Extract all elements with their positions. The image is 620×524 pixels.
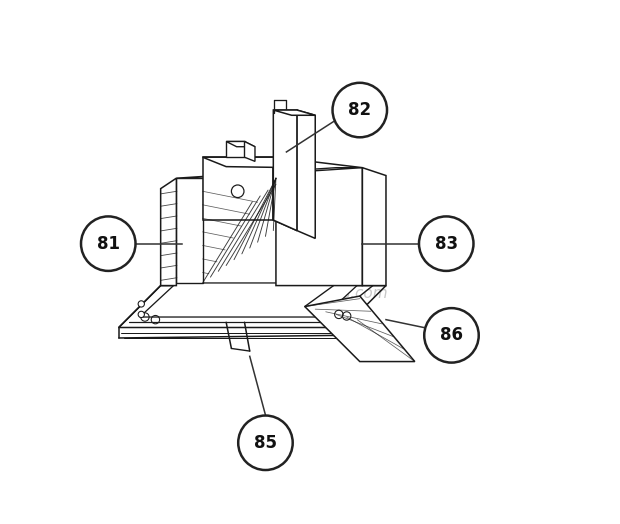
- Text: 82: 82: [348, 101, 371, 119]
- Circle shape: [238, 416, 293, 470]
- Text: 85: 85: [254, 434, 277, 452]
- Circle shape: [138, 301, 144, 307]
- Text: 86: 86: [440, 326, 463, 344]
- Polygon shape: [140, 283, 360, 317]
- Polygon shape: [363, 168, 386, 286]
- Polygon shape: [203, 157, 297, 168]
- Text: 81: 81: [97, 235, 120, 253]
- Circle shape: [419, 216, 474, 271]
- Polygon shape: [161, 178, 176, 286]
- Polygon shape: [203, 157, 273, 220]
- Polygon shape: [244, 141, 255, 161]
- Circle shape: [332, 83, 387, 137]
- Circle shape: [424, 308, 479, 363]
- Polygon shape: [297, 110, 315, 238]
- Polygon shape: [226, 141, 255, 147]
- Text: eReplacementParts.com: eReplacementParts.com: [201, 286, 388, 301]
- Polygon shape: [226, 141, 244, 157]
- Polygon shape: [273, 110, 315, 115]
- Polygon shape: [273, 157, 297, 231]
- Polygon shape: [276, 157, 363, 286]
- Text: 83: 83: [435, 235, 458, 253]
- Circle shape: [138, 311, 144, 318]
- Circle shape: [81, 216, 136, 271]
- Polygon shape: [176, 168, 363, 178]
- Polygon shape: [176, 178, 203, 283]
- Polygon shape: [305, 296, 415, 362]
- Polygon shape: [273, 110, 297, 231]
